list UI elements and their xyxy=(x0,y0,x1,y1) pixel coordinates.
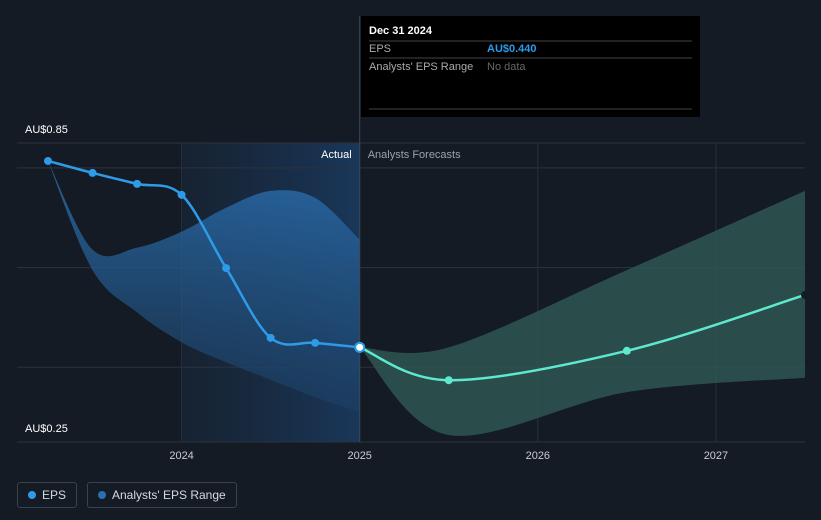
tooltip-label: EPS xyxy=(369,43,391,55)
eps-point xyxy=(88,168,97,177)
tooltip-value: No data xyxy=(487,61,526,73)
range-area xyxy=(47,160,360,413)
y-tick-label: AU$0.85 xyxy=(25,124,68,136)
tooltip: Dec 31 2024 EPS AU$0.440 Analysts' EPS R… xyxy=(361,16,700,117)
tooltip-label: Analysts' EPS Range xyxy=(369,61,473,73)
legend-label: EPS xyxy=(42,488,67,502)
eps-point xyxy=(444,376,453,385)
actual-label: Actual xyxy=(321,149,352,161)
tooltip-value: AU$0.440 xyxy=(487,43,537,55)
x-tick-label: 2027 xyxy=(704,450,728,462)
eps-point xyxy=(311,338,320,347)
x-tick-label: 2026 xyxy=(526,450,550,462)
range-area xyxy=(359,190,805,436)
eps-point xyxy=(133,179,142,188)
eps-point xyxy=(177,190,186,199)
eps-point xyxy=(266,333,275,342)
eps-highlight xyxy=(354,341,366,353)
eps-point xyxy=(801,290,809,299)
eps-point xyxy=(222,264,231,273)
legend-swatch xyxy=(28,491,36,499)
tooltip-box xyxy=(361,16,700,117)
x-tick-label: 2024 xyxy=(169,450,193,462)
legend-label: Analysts' EPS Range xyxy=(112,488,226,502)
legend-swatch xyxy=(98,491,106,499)
legend-range[interactable]: Analysts' EPS Range xyxy=(87,482,237,508)
eps-point xyxy=(622,346,631,355)
legend-eps[interactable]: EPS xyxy=(17,482,78,508)
eps-line xyxy=(359,293,806,382)
forecast-label: Analysts Forecasts xyxy=(368,149,461,161)
eps-point xyxy=(43,156,52,165)
eps-line xyxy=(47,159,360,349)
y-tick-label: AU$0.25 xyxy=(25,423,68,435)
tooltip-date: Dec 31 2024 xyxy=(369,25,433,37)
x-tick-label: 2025 xyxy=(347,450,371,462)
